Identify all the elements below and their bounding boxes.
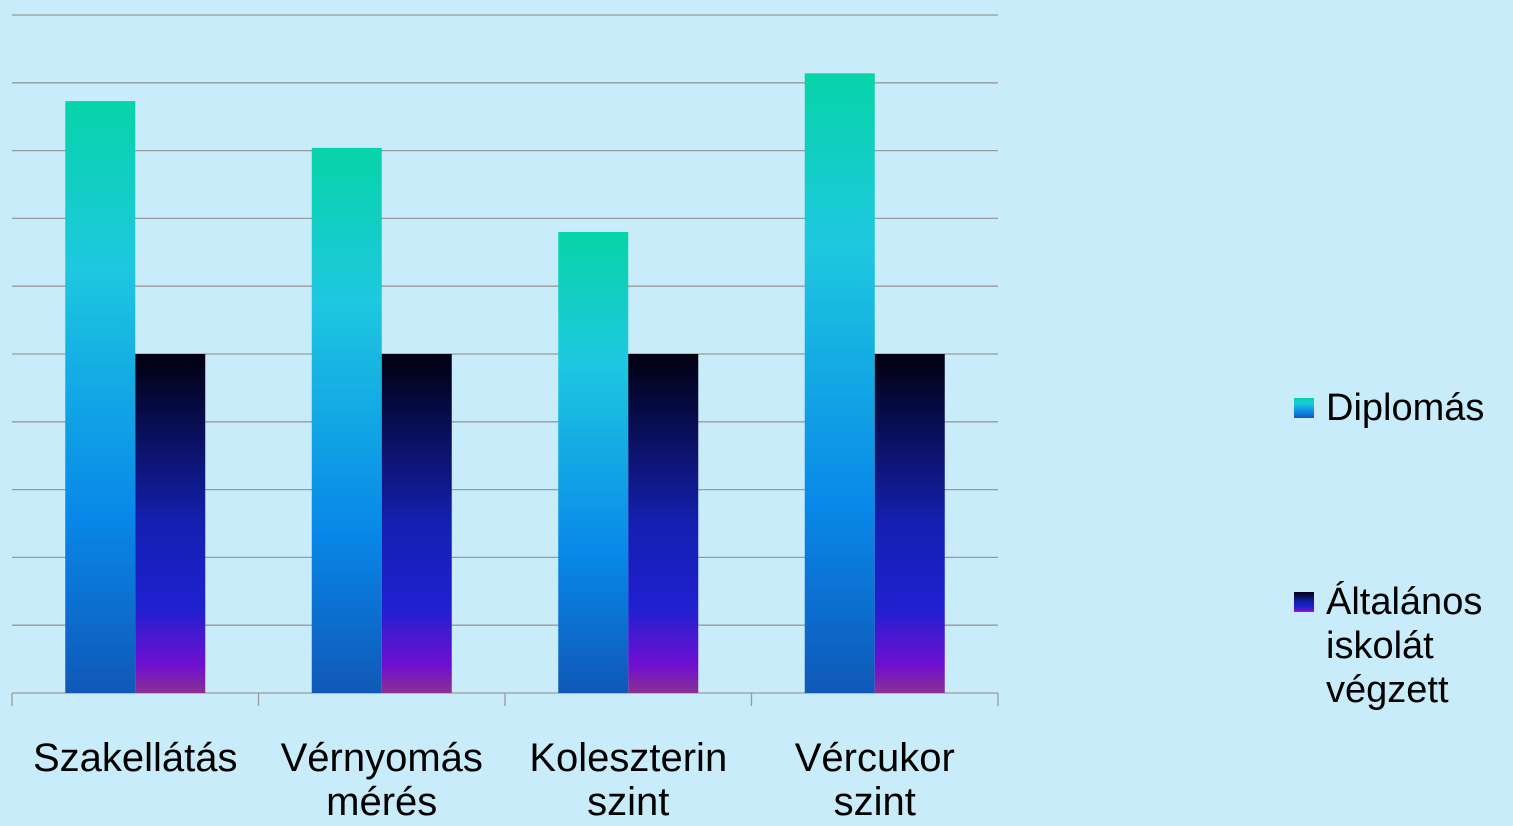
x-tick-label: Vérnyomás mérés bbox=[280, 736, 483, 824]
bar bbox=[65, 101, 136, 693]
bar bbox=[381, 354, 452, 693]
legend-label: Diplomás bbox=[1326, 387, 1485, 429]
x-tick-label: Koleszterin szint bbox=[529, 736, 728, 824]
bar bbox=[558, 231, 629, 693]
bar bbox=[628, 354, 699, 693]
legend-label: Általános iskolát végzett bbox=[1326, 581, 1483, 711]
legend-swatch bbox=[1294, 398, 1314, 418]
x-tick-label: Vércukor szint bbox=[794, 736, 955, 824]
bar bbox=[135, 354, 206, 693]
x-tick-label: Szakellátás bbox=[32, 736, 238, 780]
bar bbox=[804, 73, 875, 694]
bar bbox=[311, 147, 382, 693]
bar bbox=[874, 354, 945, 693]
legend-swatch bbox=[1294, 592, 1314, 612]
